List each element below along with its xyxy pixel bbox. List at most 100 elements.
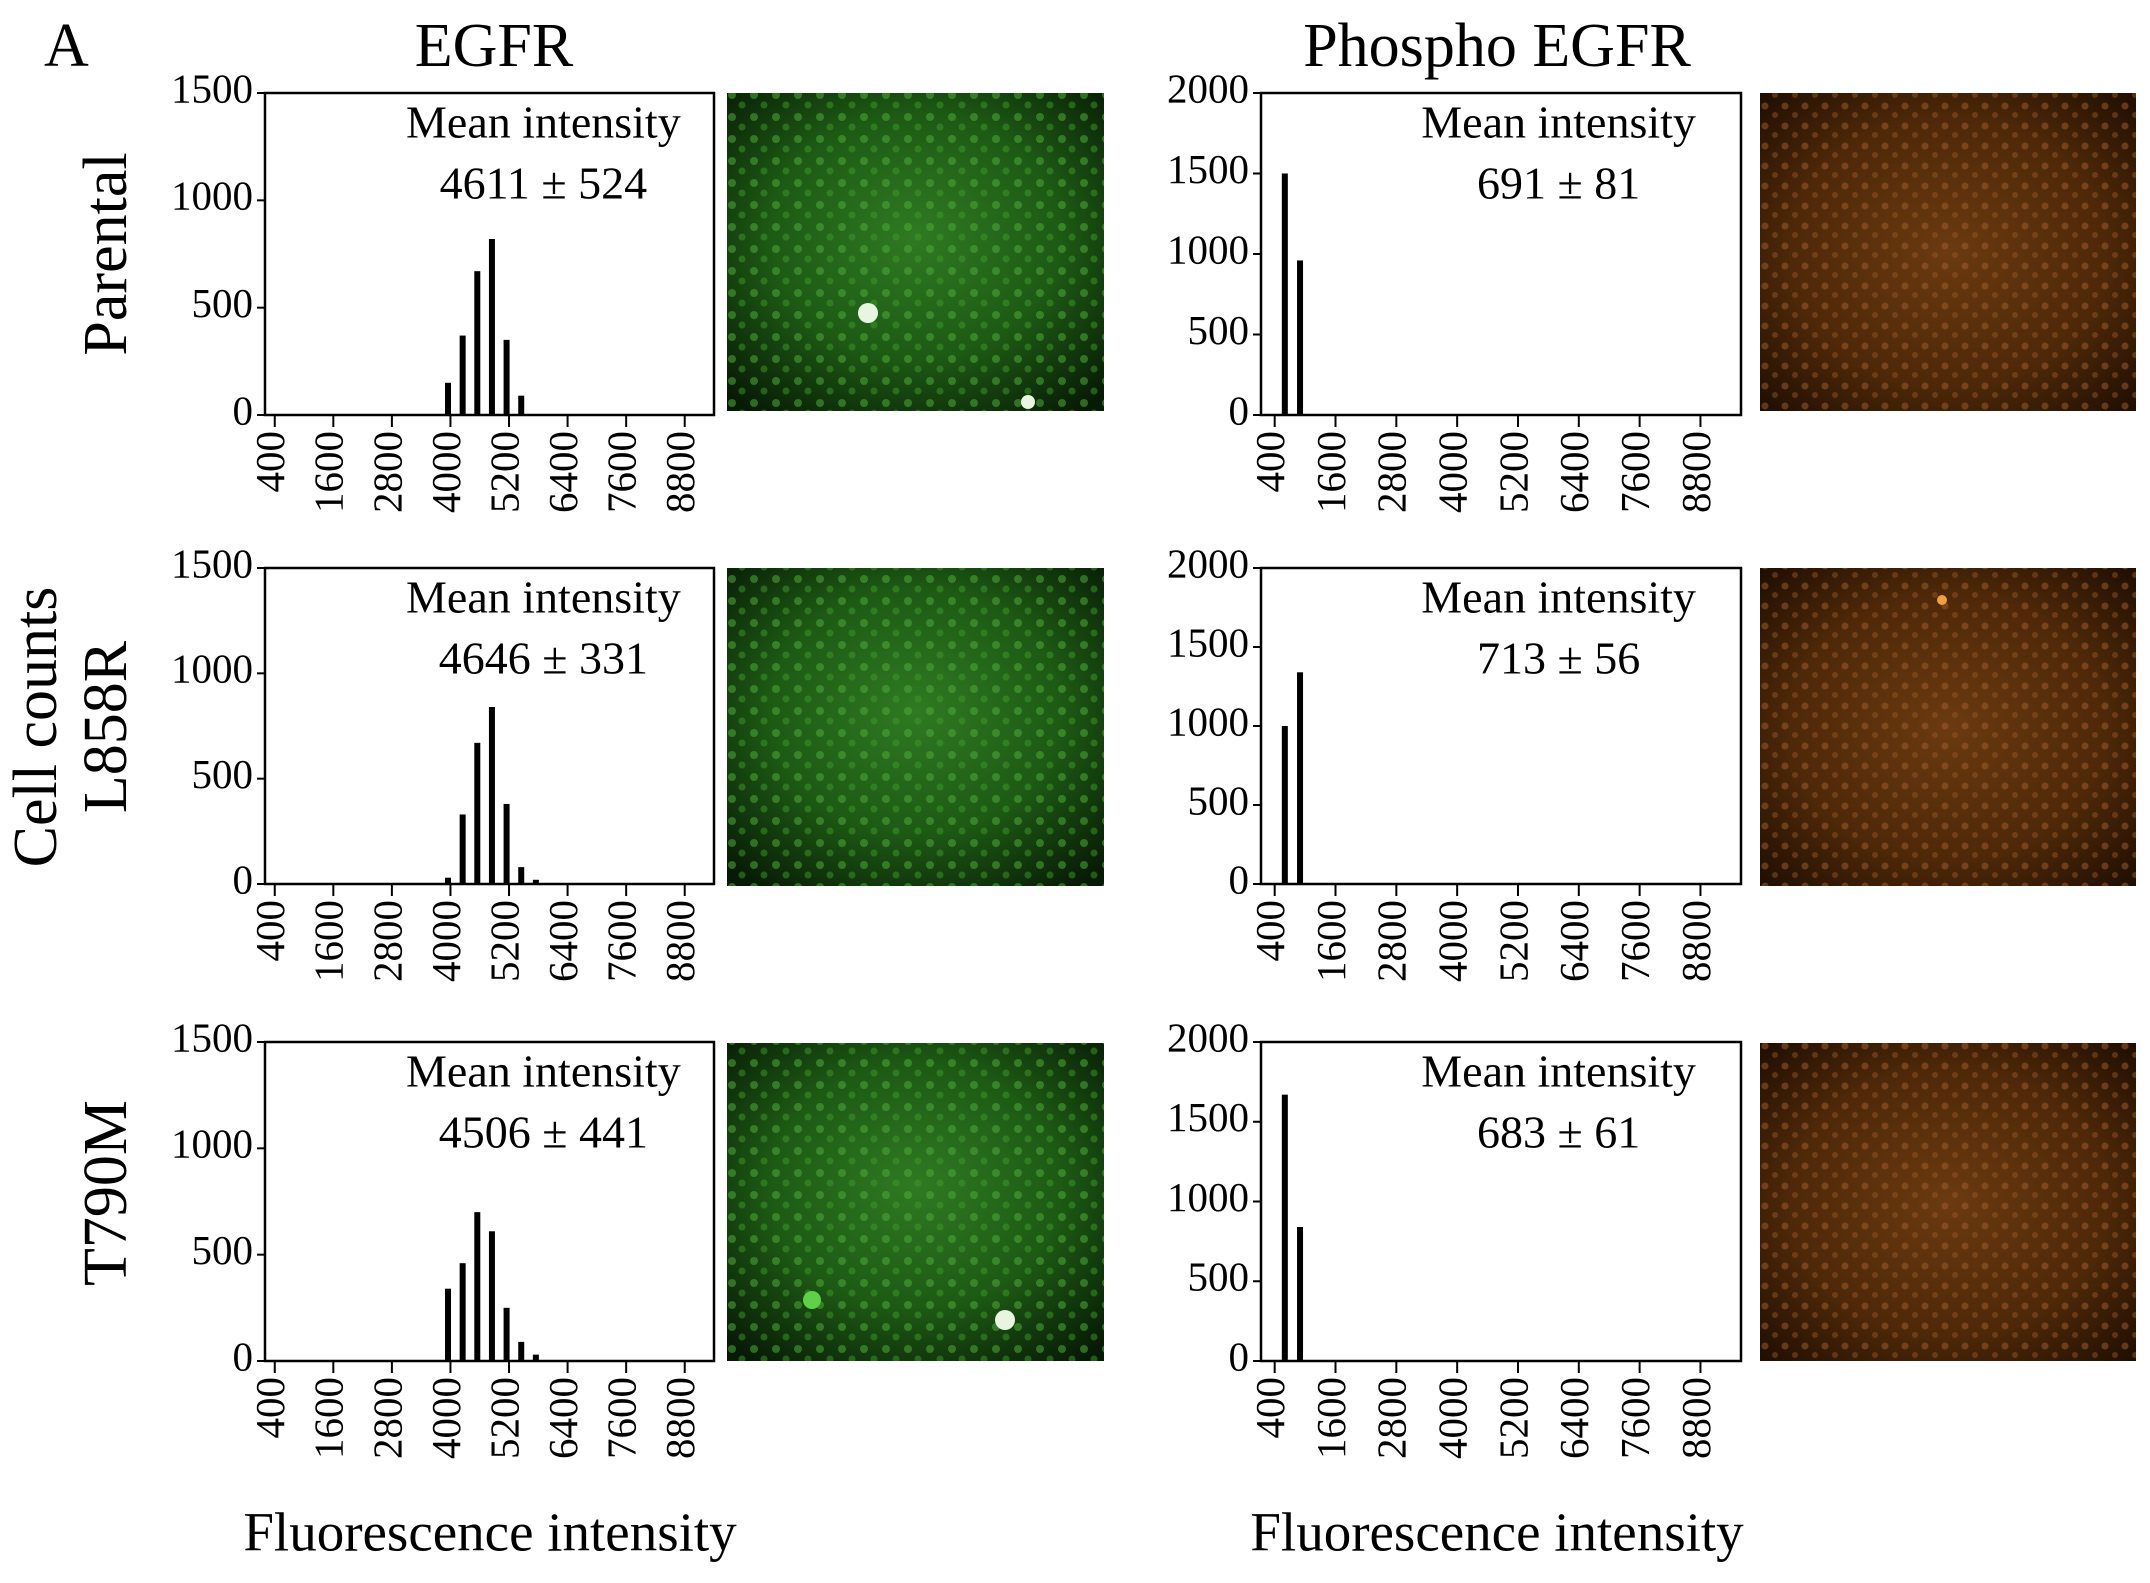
y-tick-label: 1500 (171, 540, 253, 586)
bar (518, 395, 525, 415)
y-tick-label: 0 (233, 387, 254, 433)
x-tick-label: 4000 (423, 900, 469, 982)
bar (459, 814, 466, 884)
x-tick-label: 1600 (1308, 900, 1354, 982)
x-tick-label: 400 (247, 431, 293, 493)
bar (1281, 1094, 1288, 1361)
bar (532, 1354, 539, 1361)
annotation: 713 ± 56 (1477, 633, 1640, 684)
x-tick-label: 8800 (657, 431, 703, 513)
y-tick-label: 1000 (171, 646, 253, 692)
bar (1297, 260, 1304, 415)
micrograph-texture (1760, 1043, 2136, 1361)
x-tick-label: 2800 (1369, 900, 1415, 982)
x-tick-label: 4000 (1430, 1377, 1476, 1459)
annotation: 4646 ± 331 (439, 633, 648, 684)
x-tick-label: 400 (247, 1377, 293, 1439)
x-axis-label: Fluorescence intensity (1250, 1502, 1744, 1563)
bar (503, 803, 510, 884)
bright-cell (858, 303, 878, 323)
bar (488, 1231, 495, 1361)
x-tick-label: 2800 (1369, 1377, 1415, 1459)
x-tick-label: 2800 (364, 431, 410, 513)
x-tick-label: 2800 (364, 1377, 410, 1459)
annotation: Mean intensity (1421, 1046, 1696, 1097)
x-tick-label: 2800 (1369, 431, 1415, 513)
annotation: Mean intensity (406, 1046, 681, 1097)
micrographs (727, 93, 2136, 1361)
bar (488, 707, 495, 884)
bar (532, 879, 539, 884)
y-tick-label: 1000 (1167, 698, 1249, 744)
x-tick-label: 400 (247, 900, 293, 962)
x-tick-label: 7600 (599, 900, 645, 982)
bar (474, 1212, 481, 1361)
annotation: 683 ± 61 (1477, 1107, 1640, 1158)
x-tick-label: 1600 (306, 431, 352, 513)
y-tick-label: 1500 (1167, 619, 1249, 665)
x-tick-label: 400 (1247, 900, 1293, 962)
y-tick-label: 2000 (1167, 1014, 1249, 1060)
bar (1297, 672, 1304, 884)
y-tick-label: 0 (1229, 1333, 1250, 1379)
x-tick-label: 7600 (599, 431, 645, 513)
row-label: L858R (72, 640, 140, 813)
x-axis-label: Fluorescence intensity (243, 1502, 737, 1563)
bar (518, 867, 525, 884)
x-tick-label: 6400 (540, 1377, 586, 1459)
x-tick-label: 6400 (1551, 431, 1597, 513)
y-tick-label: 1500 (1167, 146, 1249, 192)
x-tick-label: 5200 (481, 900, 527, 982)
y-tick-label: 500 (1188, 1254, 1250, 1300)
y-tick-label: 500 (1188, 307, 1250, 353)
x-tick-label: 6400 (540, 900, 586, 982)
bright-cell (995, 1310, 1015, 1330)
y-tick-label: 1000 (171, 1121, 253, 1167)
bar (445, 1288, 452, 1361)
x-tick-label: 4000 (1430, 431, 1476, 513)
x-tick-label: 1600 (1308, 1377, 1354, 1459)
y-tick-label: 500 (192, 1227, 254, 1273)
x-tick-label: 8800 (657, 900, 703, 982)
x-tick-label: 2800 (364, 900, 410, 982)
bright-cell (1021, 395, 1035, 409)
annotation: 691 ± 81 (1477, 158, 1640, 209)
x-tick-label: 8800 (1673, 1377, 1719, 1459)
x-tick-label: 5200 (1490, 1377, 1536, 1459)
x-tick-label: 6400 (1551, 900, 1597, 982)
y-tick-label: 1000 (171, 173, 253, 219)
bright-cell (1937, 595, 1947, 605)
x-tick-label: 7600 (1612, 1377, 1658, 1459)
x-tick-label: 1600 (1308, 431, 1354, 513)
bright-cell (803, 1291, 821, 1309)
bar (459, 335, 466, 415)
x-tick-label: 7600 (1612, 900, 1658, 982)
y-tick-label: 1000 (1167, 226, 1249, 272)
micrograph-texture (1760, 93, 2136, 411)
y-tick-label: 500 (192, 280, 254, 326)
annotation: Mean intensity (406, 572, 681, 623)
x-tick-label: 8800 (1673, 431, 1719, 513)
x-tick-label: 5200 (1490, 431, 1536, 513)
micrograph-texture (727, 568, 1104, 886)
x-tick-label: 6400 (540, 431, 586, 513)
x-tick-label: 1600 (306, 1377, 352, 1459)
x-tick-label: 4000 (423, 1377, 469, 1459)
annotation: Mean intensity (1421, 97, 1696, 148)
x-tick-label: 8800 (1673, 900, 1719, 982)
bar (518, 1341, 525, 1361)
bar (503, 1307, 510, 1361)
x-tick-label: 4000 (423, 431, 469, 513)
annotation: Mean intensity (406, 97, 681, 148)
bar (459, 1263, 466, 1361)
y-tick-label: 0 (1229, 387, 1250, 433)
x-tick-label: 4000 (1430, 900, 1476, 982)
y-tick-label: 0 (1229, 856, 1250, 902)
y-tick-label: 2000 (1167, 540, 1249, 586)
x-tick-label: 6400 (1551, 1377, 1597, 1459)
bar (474, 742, 481, 884)
x-tick-label: 400 (1247, 431, 1293, 493)
x-tick-label: 8800 (657, 1377, 703, 1459)
